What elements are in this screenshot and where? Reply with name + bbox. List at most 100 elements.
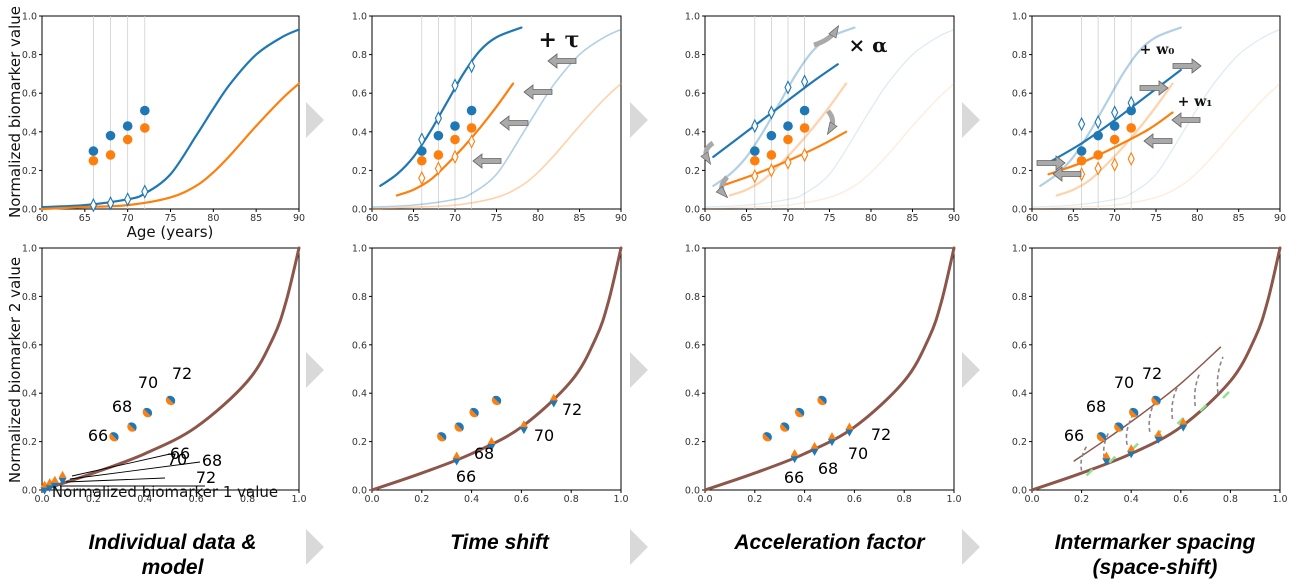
model-pair-diamond-top [549, 393, 558, 401]
observation-pair-blue [795, 407, 805, 417]
top-y-axis-label: Normalized biomarker value [6, 6, 24, 218]
prediction-age-label-66: 66 [456, 467, 476, 486]
model-pair-diamond-top [827, 432, 836, 440]
observation-pair-blue [818, 395, 827, 405]
faded-model-curve-blue [704, 28, 955, 208]
acceleration-operator: × α [848, 33, 887, 57]
top-ytick-label-1: 0.0 [352, 205, 367, 216]
biomarker-trajectory [1030, 246, 1282, 492]
leader-line [71, 453, 171, 477]
model-pair-diamond-bottom [827, 439, 836, 447]
observation-pair-blue [438, 432, 447, 441]
observation-blue [433, 130, 444, 141]
observation-pair-blue [1097, 432, 1107, 441]
accelerated-curve-blue [712, 63, 839, 158]
bottom-xtick-label-2: 0.8 [897, 494, 912, 505]
bottom-ytick-label-0: 0.2 [22, 437, 37, 448]
observation-blue [88, 146, 99, 156]
top-xtick-label-2: 80 [865, 213, 877, 224]
bottom-y-axis-label: Normalized biomarker 2 value [6, 257, 24, 483]
model-prediction-diamond [124, 192, 132, 207]
bottom-x-axis-label: Normalized biomarker 1 value [52, 483, 278, 501]
column-chevron [630, 529, 648, 565]
top-xtick-label-0: 60 [36, 213, 48, 224]
observation-orange [450, 134, 460, 145]
space-shift-dashed-arc [1102, 431, 1110, 458]
prediction-age-label-70: 70 [534, 426, 554, 445]
top-ytick-label-2: 0.6 [685, 89, 700, 100]
model-pair-diamond-top [810, 441, 819, 449]
space-shift-dashed-arc [1193, 371, 1201, 407]
bottom-ytick-label-0: 0.8 [22, 292, 37, 303]
bottom-ytick-label-1: 0.0 [352, 486, 367, 497]
model-prediction-diamond [467, 58, 476, 74]
model-prediction-diamond [467, 134, 476, 149]
column-chevron [962, 102, 980, 138]
column-chevron [962, 529, 980, 565]
prediction-age-label-72: 72 [196, 468, 216, 487]
prediction-age-label-72: 72 [562, 400, 582, 419]
model-prediction-diamond [89, 197, 98, 213]
model-pair-diamond-bottom [452, 458, 461, 466]
bottom-xtick-label-3: 0.0 [1024, 494, 1039, 505]
bottom-xtick-label-0: 0.2 [86, 494, 101, 505]
top-xtick-label-0: 90 [293, 213, 305, 224]
model-prediction-diamond [784, 80, 792, 95]
top-xtick-label-1: 90 [615, 213, 627, 224]
faded-model-curve [371, 28, 622, 208]
observation-pair-blue [492, 395, 502, 405]
bottom-xtick-label-0: 0.6 [189, 494, 204, 505]
model-prediction-diamond [767, 105, 776, 120]
model-pair-diamond-top [487, 437, 496, 445]
faded-model-curve-blue [1031, 28, 1281, 208]
observation-blue [1126, 105, 1136, 116]
observation-blue [122, 121, 133, 131]
model-prediction-diamond [800, 74, 809, 89]
model-prediction-diamond [418, 132, 426, 147]
model-pair-diamond-top [58, 470, 67, 478]
bottom-ytick-label-1: 1.0 [352, 244, 367, 255]
bottom-ytick-label-2: 0.6 [685, 340, 700, 351]
bottom-ytick-label-0: 1.0 [22, 244, 37, 255]
observation-pair-blue [1152, 395, 1161, 405]
bottom-ytick-label-0: 0.6 [22, 340, 37, 351]
space-shift-w0-operator: + w₀ [1140, 42, 1175, 58]
model-prediction-diamond [1111, 105, 1119, 120]
top-ytick-label-2: 0.2 [685, 166, 700, 177]
top-xtick-label-2: 60 [699, 213, 711, 224]
model-pair-diamond-bottom [1102, 458, 1111, 466]
bottom-xtick-label-0: 0.0 [34, 494, 49, 505]
observation-orange [750, 155, 760, 166]
top-ytick-label-1: 0.8 [352, 50, 367, 61]
model-pair-diamond-bottom [1154, 436, 1163, 444]
time-shift-arrow-2 [523, 84, 553, 100]
top-xtick-label-3: 65 [1067, 213, 1079, 224]
observation-pair-blue [763, 432, 772, 441]
model-pair-diamond-top [519, 420, 528, 428]
observation-pair-orange [142, 408, 152, 418]
column-chevron [962, 352, 980, 388]
time-shift-operator: + τ [539, 27, 580, 53]
top-ytick-label-3: 0.8 [1012, 50, 1027, 61]
model-pair-diamond-top [1127, 444, 1136, 452]
model-pair-diamond-bottom [519, 427, 528, 435]
observation-pair-orange [779, 423, 789, 432]
top-ytick-label-2: 0.0 [685, 205, 700, 216]
observation-age-label-70: 70 [138, 373, 158, 392]
observation-orange [1076, 155, 1087, 166]
top-ytick-label-0: 0.6 [22, 89, 37, 100]
observation-pair-blue [128, 422, 137, 431]
space-shift-w1-operator: + w₁ [1178, 94, 1213, 110]
column-chevron [306, 352, 324, 388]
observation-age-label-68: 68 [112, 397, 132, 416]
biomarker-trajectory [703, 246, 956, 492]
faded-model-curve-orange [704, 82, 955, 210]
model-pair-diamond-bottom [549, 400, 558, 408]
top-ytick-label-1: 1.0 [352, 12, 367, 23]
model-curve-orange [40, 82, 301, 211]
bottom-ytick-label-3: 0.0 [1012, 486, 1027, 497]
observation-orange [1109, 134, 1120, 145]
top-ytick-label-0: 1.0 [22, 12, 37, 23]
top-xtick-label-1: 60 [366, 213, 378, 224]
top-xtick-label-2: 85 [906, 213, 918, 224]
